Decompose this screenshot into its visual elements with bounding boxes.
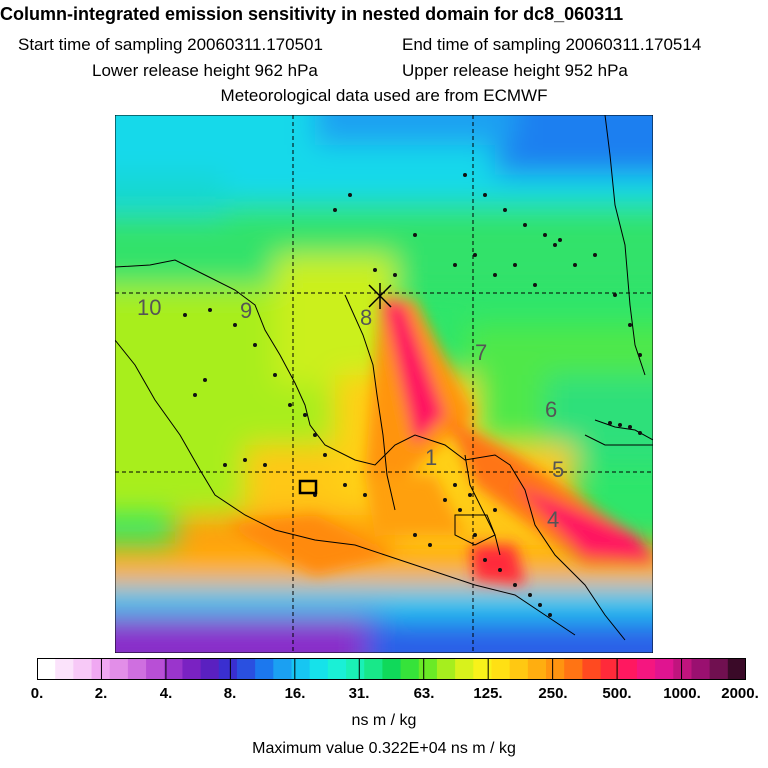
station-dots (183, 173, 642, 617)
colorbar-tick: 125. (473, 685, 503, 702)
age-label-9: 9 (240, 298, 252, 323)
colorbar-swatch (273, 658, 293, 680)
colorbar-swatch (236, 658, 256, 680)
colorbar-swatch (164, 658, 184, 680)
colorbar-swatch (37, 658, 56, 680)
colorbar-swatch (709, 658, 729, 680)
colorbar-swatch (509, 658, 529, 680)
colorbar-tick: 8. (223, 685, 237, 702)
colorbar-tick: 31. (348, 685, 370, 702)
colorbar-swatch (600, 658, 620, 680)
age-label-10: 10 (137, 295, 161, 320)
sampling-start: Start time of sampling 20060311.170501 (18, 35, 323, 54)
colorbar-swatch (218, 658, 238, 680)
colorbar-tick: 2. (94, 685, 108, 702)
colorbar-swatch (255, 658, 274, 680)
colorbar-swatch (655, 658, 674, 680)
age-label-8: 8 (360, 305, 372, 330)
chart-title: Column-integrated emission sensitivity i… (0, 4, 624, 24)
sensitivity-map: 1 4 5 6 7 8 9 10 (115, 115, 653, 653)
colorbar-swatch (146, 658, 165, 680)
met-source: Meteorological data used are from ECMWF (220, 86, 548, 105)
release-lower: Lower release height 962 hPa (92, 61, 318, 80)
colorbar-swatch (55, 658, 74, 680)
colorbar-tick: 1000. (663, 685, 701, 702)
colorbar-swatch (400, 658, 420, 680)
colorbar-swatch (109, 658, 129, 680)
colorbar-swatch (91, 658, 111, 680)
colorbar-tick: 16. (284, 685, 306, 702)
age-label-5: 5 (552, 457, 564, 482)
colorbar-tick: 0. (30, 685, 44, 702)
colorbar-swatch (673, 658, 693, 680)
colorbar-swatch (727, 658, 746, 680)
colorbar-swatch (491, 658, 511, 680)
maximum-value: Maximum value 0.322E+04 ns m / kg (252, 740, 516, 757)
colorbar-tick: 2000. (721, 685, 759, 702)
colorbar-swatch (546, 658, 565, 680)
colorbar-tick: 500. (602, 685, 632, 702)
colorbar-swatch (618, 658, 638, 680)
age-label-6: 6 (545, 397, 557, 422)
sampling-end: End time of sampling 20060311.170514 (402, 35, 702, 54)
colorbar-swatch (418, 658, 438, 680)
colorbar-swatch (564, 658, 583, 680)
colorbar-swatch (364, 658, 384, 680)
colorbar-swatch (382, 658, 402, 680)
age-label-7: 7 (475, 340, 487, 365)
colorbar-swatch (527, 658, 547, 680)
colorbar-swatch (582, 658, 602, 680)
colorbar-swatch (327, 658, 347, 680)
colorbar-unit: ns m / kg (351, 712, 417, 729)
release-upper: Upper release height 952 hPa (402, 61, 628, 80)
age-label-4: 4 (547, 507, 559, 532)
colorbar-tick: 63. (413, 685, 435, 702)
colorbar-swatch (436, 658, 456, 680)
colorbar-swatch (473, 658, 493, 680)
age-label-1: 1 (425, 445, 437, 470)
colorbar-tick: 4. (159, 685, 173, 702)
colorbar-swatch (200, 658, 220, 680)
colorbar-swatch (309, 658, 329, 680)
colorbar-swatch (691, 658, 711, 680)
colorbar-swatch (636, 658, 656, 680)
colorbar (37, 658, 746, 680)
release-point (368, 283, 392, 309)
colorbar-swatch (182, 658, 202, 680)
colorbar-frame (37, 658, 746, 680)
colorbar-swatch (127, 658, 147, 680)
colorbar-swatch (455, 658, 474, 680)
colorbar-swatch (73, 658, 93, 680)
colorbar-swatch (291, 658, 311, 680)
colorbar-tick: 250. (538, 685, 568, 702)
colorbar-swatch (346, 658, 365, 680)
